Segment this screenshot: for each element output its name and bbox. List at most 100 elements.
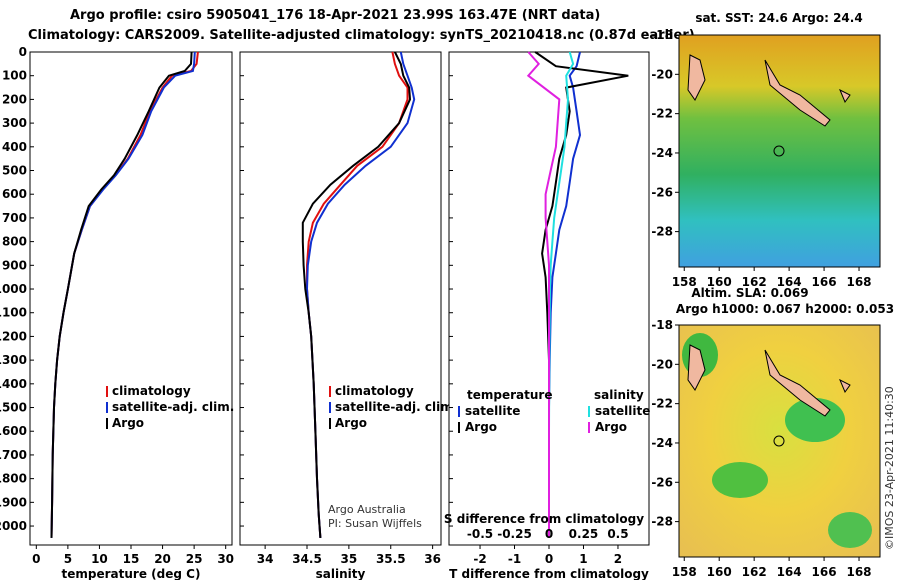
map-y-tick-label: -26 (651, 185, 673, 199)
y-tick-label: 1400 (0, 377, 27, 391)
sla-map: Altim. SLA: 0.069 Argo h1000: 0.067 h200… (651, 286, 894, 579)
panel-temperature: 0 5 10 15 20 25 300100200300400500600700800900… (0, 45, 234, 580)
y-tick-label: 900 (2, 258, 27, 272)
y-tick-label: 1300 (0, 353, 27, 367)
map-y-tick-label: -22 (651, 397, 673, 411)
y-tick-label: 500 (2, 164, 27, 178)
map-x-tick-label: 164 (777, 565, 802, 579)
y-tick-label: 100 (2, 69, 27, 83)
map-x-tick-label: 158 (672, 565, 697, 579)
x-tick-label: -2 (473, 552, 486, 566)
map-x-tick-label: 162 (742, 275, 767, 289)
legend-label: satellite-adj. clim. (335, 400, 457, 414)
sla-map-title-line1: Altim. SLA: 0.069 (691, 286, 808, 300)
y-tick-label: 1500 (0, 401, 27, 415)
sla-frame (678, 324, 881, 558)
y-tick-label: 0 (19, 45, 27, 59)
secondary-x-tick-label: 0 (545, 527, 553, 541)
legend-label: Argo (595, 420, 627, 434)
secondary-x-tick-label: 0.5 (607, 527, 628, 541)
x-tick-label: 10 (91, 552, 108, 566)
legend-label: Argo (465, 420, 497, 434)
map-x-tick-label: 158 (672, 275, 697, 289)
x-tick-label: 35 (341, 552, 358, 566)
y-tick-label: 1100 (0, 306, 27, 320)
x-axis-label: temperature (deg C) (62, 567, 201, 580)
y-tick-label: 700 (2, 211, 27, 225)
x-axis-label: T difference from climatology (449, 567, 649, 580)
panel-salinity: 34 34.5 35 35.5 36 salinity climatology satelli… (239, 51, 457, 580)
legend-label: satellite (595, 404, 650, 418)
map-y-tick-label: -18 (651, 318, 673, 332)
legend-header-temperature: temperature (467, 388, 552, 402)
map-x-tick-label: 166 (812, 565, 837, 579)
x-tick-label: -1 (508, 552, 521, 566)
map-y-tick-label: -26 (651, 475, 673, 489)
panel-frame (239, 51, 442, 546)
map-y-tick-label: -24 (651, 436, 673, 450)
x-tick-label: 34 (257, 552, 274, 566)
y-tick-label: 1200 (0, 329, 27, 343)
x-tick-label: 35.5 (376, 552, 406, 566)
y-tick-label: 200 (2, 92, 27, 106)
annotation-text: PI: Susan Wijffels (328, 517, 422, 530)
sst-field (679, 35, 880, 267)
map-x-tick-label: 166 (812, 275, 837, 289)
map-x-tick-label: 160 (707, 565, 732, 579)
legend-label: Argo (335, 416, 367, 430)
secondary-x-tick-label: 0.25 (569, 527, 599, 541)
x-axis-label: salinity (316, 567, 366, 580)
figure-title-line2: Climatology: CARS2009. Satellite-adjuste… (28, 28, 695, 43)
sst-map: sat. SST: 24.6 Argo: 24.4 -18 -20 -22 -24 -2… (651, 11, 881, 289)
sst-coastline (687, 54, 851, 127)
secondary-x-axis-label: S difference from climatology (444, 512, 644, 526)
y-tick-label: 800 (2, 235, 27, 249)
x-tick-label: 36 (424, 552, 441, 566)
legend-label: satellite (465, 404, 520, 418)
x-tick-label: 20 (154, 552, 171, 566)
series-line-argo (50, 51, 193, 538)
x-tick-label: 30 (217, 552, 234, 566)
y-tick-label: 1000 (0, 282, 27, 296)
x-tick-label: 2 (614, 552, 622, 566)
map-y-tick-label: -24 (651, 146, 673, 160)
legend-label: climatology (335, 384, 414, 398)
sla-blob (828, 512, 872, 548)
sst-map-title: sat. SST: 24.6 Argo: 24.4 (695, 11, 862, 25)
map-y-tick-label: -22 (651, 107, 673, 121)
y-tick-label: 1800 (0, 472, 27, 486)
map-x-tick-label: 164 (777, 275, 802, 289)
sla-coastline (687, 344, 851, 417)
map-y-tick-label: -20 (651, 67, 673, 81)
sla-float-marker (773, 435, 785, 447)
map-x-tick-label: 162 (742, 565, 767, 579)
map-y-tick-label: -18 (651, 28, 673, 42)
legend-header-salinity: salinity (594, 388, 644, 402)
x-tick-label: 0 (545, 552, 553, 566)
y-tick-label: 1600 (0, 424, 27, 438)
legend-label: climatology (112, 384, 191, 398)
legend-label: satellite-adj. clim. (112, 400, 234, 414)
map-y-tick-label: -28 (651, 515, 673, 529)
x-tick-label: 25 (186, 552, 203, 566)
x-tick-label: 34.5 (292, 552, 322, 566)
map-y-tick-label: -20 (651, 357, 673, 371)
map-x-tick-label: 160 (707, 275, 732, 289)
y-tick-label: 600 (2, 187, 27, 201)
y-tick-label: 400 (2, 140, 27, 154)
x-tick-label: 15 (123, 552, 140, 566)
y-tick-label: 2000 (0, 519, 27, 533)
secondary-x-tick-label: -0.25 (497, 527, 532, 541)
legend-label: Argo (112, 416, 144, 430)
sla-blob (712, 462, 768, 498)
series-line-salinity-argo (526, 51, 561, 538)
y-tick-label: 1900 (0, 495, 27, 509)
sst-float-marker (773, 145, 785, 157)
y-tick-label: 300 (2, 116, 27, 130)
sst-frame (678, 34, 881, 268)
panel-difference: -2 -1 0 1 2T difference from climatology temp… (444, 51, 650, 580)
watermark: ©IMOS 23-Apr-2021 11:40:30 (883, 386, 896, 550)
y-tick-label: 1700 (0, 448, 27, 462)
map-x-tick-label: 168 (846, 565, 871, 579)
map-x-tick-label: 168 (846, 275, 871, 289)
